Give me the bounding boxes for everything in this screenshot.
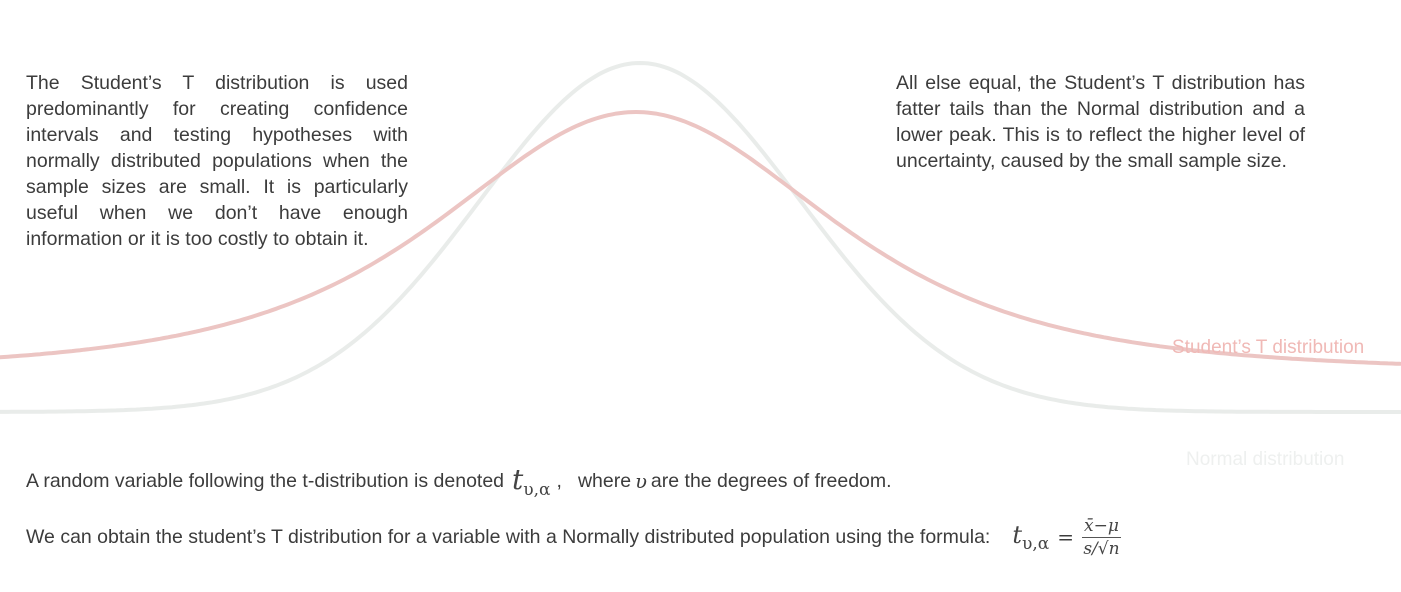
formula-t-subscript: υ,α xyxy=(1022,533,1050,554)
degrees-text: are the degrees of freedom. xyxy=(650,469,892,492)
intro-paragraph: The Student’s T distribution is used pre… xyxy=(26,72,408,250)
t-distribution-curve xyxy=(0,109,1401,366)
t-notation: tυ,α xyxy=(512,463,550,500)
formula-line: We can obtain the student’s T distributi… xyxy=(26,514,1121,560)
t-distribution-label: Student’s T distribution xyxy=(1172,337,1365,358)
formula-lhs: tυ,α xyxy=(1012,521,1049,554)
equals-sign: = xyxy=(1057,525,1074,549)
formula-t-symbol: t xyxy=(1012,520,1023,549)
normal-distribution-curve xyxy=(0,60,1401,414)
notation-line: A random variable following the t-distri… xyxy=(26,463,892,500)
t-subscript: υ,α xyxy=(523,479,551,500)
t-symbol: t xyxy=(512,462,524,496)
degrees-symbol: υ xyxy=(635,469,647,493)
notation-comma: , xyxy=(556,469,562,492)
formula-numerator: x̄−μ xyxy=(1082,515,1121,538)
normal-distribution-label: Normal distribution xyxy=(1186,449,1345,470)
t-formula: tυ,α = x̄−μ s/√n xyxy=(1012,516,1121,559)
where-text: where xyxy=(577,469,632,492)
tails-paragraph: All else equal, the Student’s T distribu… xyxy=(896,72,1305,172)
formula-fraction: x̄−μ s/√n xyxy=(1082,516,1121,559)
formula-denominator: s/√n xyxy=(1083,538,1120,559)
formula-text: We can obtain the student’s T distributi… xyxy=(26,525,991,548)
notation-text: A random variable following the t-distri… xyxy=(26,469,505,492)
